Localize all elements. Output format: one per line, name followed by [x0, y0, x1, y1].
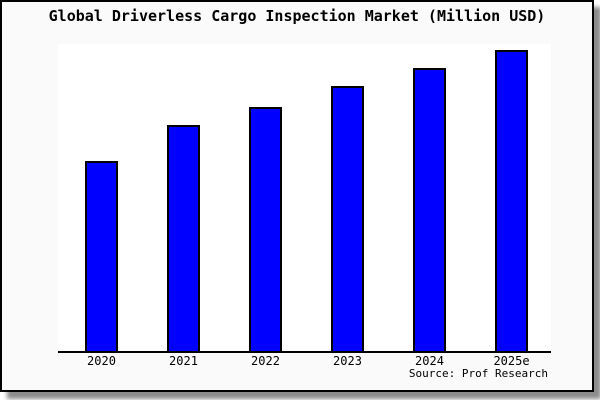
- x-tick-label-2025e: 2025e: [493, 354, 530, 368]
- bar-2021: [167, 125, 200, 351]
- plot-area: [58, 44, 551, 353]
- bar-2024: [413, 68, 446, 351]
- source-credit: Source: Prof Research: [408, 367, 548, 380]
- bar-2020: [85, 161, 118, 351]
- chart-title: Global Driverless Cargo Inspection Marke…: [48, 7, 546, 25]
- x-tick-label-2022: 2022: [251, 354, 280, 368]
- x-tick-label-2020: 2020: [87, 354, 116, 368]
- chart-card: Global Driverless Cargo Inspection Marke…: [0, 0, 594, 392]
- x-tick-label-2023: 2023: [333, 354, 362, 368]
- x-tick-label-2024: 2024: [415, 354, 444, 368]
- bar-2023: [331, 86, 364, 351]
- x-tick-label-2021: 2021: [169, 354, 198, 368]
- bar-2022: [249, 107, 282, 351]
- bar-2025e: [495, 50, 528, 351]
